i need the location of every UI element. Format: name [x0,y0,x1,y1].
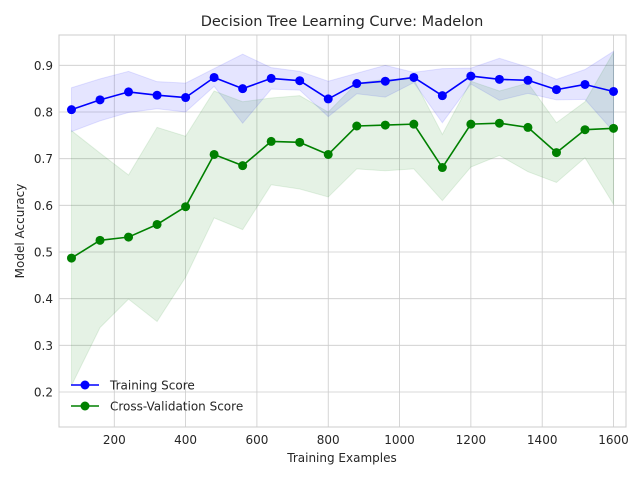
y-tick-label: 0.9 [34,59,53,73]
series-points [66,71,619,263]
y-axis-label: Model Accuracy [13,184,27,279]
training-point [266,73,276,83]
cross-validation-point [380,120,390,130]
series-lines [71,75,614,259]
y-tick-label: 0.7 [34,152,53,166]
x-tick-label: 800 [317,433,340,447]
training-point [523,75,533,85]
y-tick-label: 0.4 [34,292,53,306]
training-point [209,72,219,82]
y-tick-label: 0.8 [34,106,53,120]
cross-validation-line [71,122,614,259]
legend-label-cross-validation: Cross-Validation Score [110,400,243,414]
chart-title: Decision Tree Learning Curve: Madelon [201,14,484,30]
training-point [494,74,504,84]
x-tick-label: 200 [103,433,126,447]
training-point [181,93,191,103]
cross-validation-point [609,123,619,133]
training-line [71,75,614,111]
cross-validation-point [437,163,447,173]
training-point [437,91,447,101]
cross-validation-point [551,148,561,158]
training-point [66,105,76,115]
cross-validation-point [295,137,305,147]
cross-validation-point [580,125,590,135]
training-point [295,76,305,86]
x-tick-label: 1200 [456,433,487,447]
training-point [466,71,476,81]
x-axis-label: Training Examples [286,451,396,465]
y-tick-label: 0.5 [34,246,53,260]
x-tick-label: 1000 [384,433,415,447]
axes-background [59,35,626,427]
cross-validation-point [181,202,191,212]
cross-validation-point [409,119,419,129]
cross-validation-point [352,121,362,131]
plot-area [58,34,627,428]
training-point [580,79,590,89]
training-point [323,94,333,104]
training-point [152,90,162,100]
cross-validation-point [494,118,504,128]
axes-frame [58,34,627,428]
legend-item-training: Training Score [71,379,195,393]
y-tick-labels: 0.2 0.3 0.4 0.5 0.6 0.7 0.8 0.9 [34,59,53,400]
x-tick-label: 400 [174,433,197,447]
y-tick-label: 0.3 [34,339,53,353]
cross-validation-point [66,253,76,263]
cross-validation-point [323,149,333,159]
training-point [95,95,105,105]
training-point [352,79,362,89]
legend-marker-cross-validation [80,401,90,411]
cross-validation-point [124,232,134,242]
legend-marker-training [80,380,90,390]
training-point [380,76,390,86]
gridlines [59,35,626,427]
y-tick-label: 0.2 [34,386,53,400]
cross-validation-point [152,219,162,229]
training-point [409,72,419,82]
cross-validation-point [209,149,219,159]
training-point [551,85,561,95]
cross-validation-point [266,136,276,146]
x-tick-label: 1400 [527,433,558,447]
x-tick-label: 600 [245,433,268,447]
x-tick-label: 1600 [598,433,629,447]
training-point [238,84,248,94]
training-point [124,87,134,97]
legend-label-training: Training Score [109,379,195,393]
cross-validation-point [523,122,533,132]
cross-validation-point [238,161,248,171]
x-tick-labels: 200 400 600 800 1000 1200 1400 1600 [103,433,629,447]
cross-validation-point [466,119,476,129]
cross-validation-point [95,235,105,245]
y-tick-label: 0.6 [34,199,53,213]
training-point [609,86,619,96]
cross-validation-std-band [70,50,615,386]
legend: Training Score Cross-Validation Score [71,379,243,414]
legend-item-cross-validation: Cross-Validation Score [71,400,243,414]
